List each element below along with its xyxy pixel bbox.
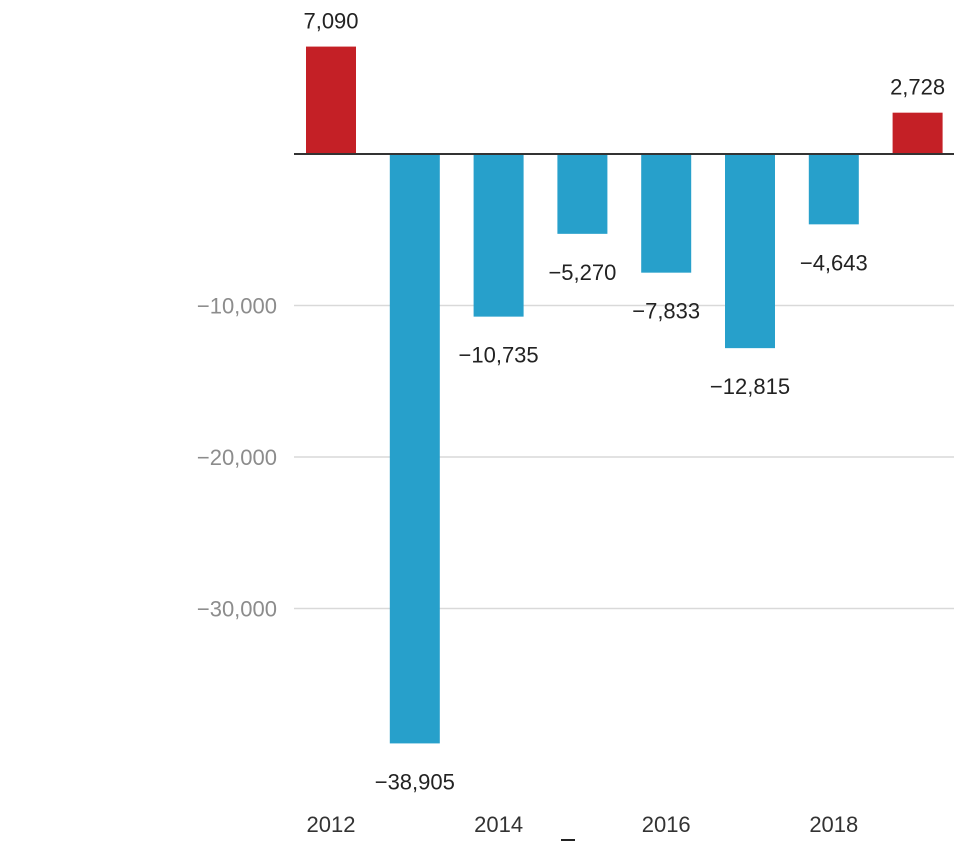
x-tick-label: 2014	[474, 812, 523, 837]
data-label-2012: 7,090	[303, 9, 358, 34]
data-labels-layer: 7,090 −38,905 −10,735 −5,270 −7,833 −12,815 −4…	[303, 9, 945, 795]
data-label-2016: −7,833	[632, 299, 700, 324]
bar-2013	[389, 154, 440, 744]
bar-2014	[473, 154, 524, 317]
data-label-2017: −12,815	[710, 374, 790, 399]
x-axis: 2012 2014 2016 2018	[307, 812, 859, 837]
data-label-2014: −10,735	[459, 343, 539, 368]
bar-2012	[306, 46, 356, 154]
bars-layer	[306, 46, 943, 744]
x-tick-label: 2018	[809, 812, 858, 837]
grid-layer: −10,000 −20,000 −30,000	[197, 294, 954, 622]
y-tick-label: −30,000	[197, 597, 277, 622]
x-tick-label: 2016	[642, 812, 691, 837]
data-label-2018: −4,643	[800, 250, 868, 275]
y-tick-label: −10,000	[197, 294, 277, 319]
x-tick-label: 2012	[307, 812, 356, 837]
bar-2015	[557, 154, 608, 234]
data-label-2015: −5,270	[548, 260, 616, 285]
bar-2016	[641, 154, 692, 273]
bar-2019	[892, 112, 943, 154]
bar-2017	[725, 154, 775, 349]
bar-2018	[808, 154, 859, 225]
y-tick-label: −20,000	[197, 445, 277, 470]
data-label-2019: 2,728	[890, 75, 945, 100]
data-label-2013: −38,905	[375, 769, 455, 794]
